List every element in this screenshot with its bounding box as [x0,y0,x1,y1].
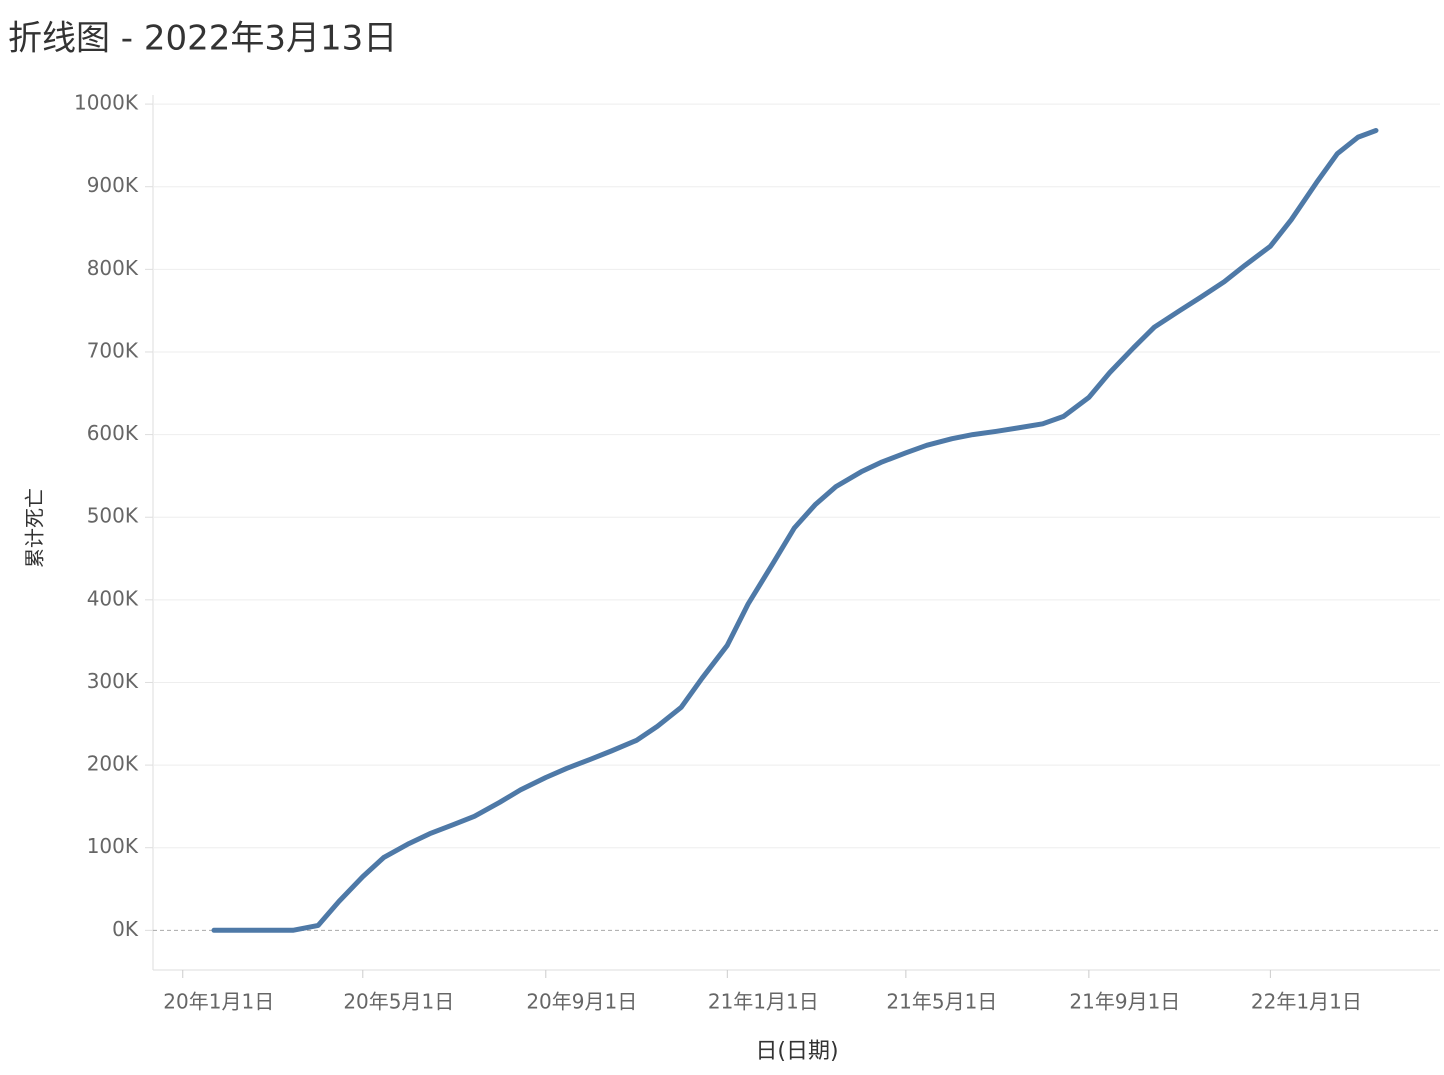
y-tick-label: 200K [87,752,139,776]
y-tick-label: 300K [87,669,139,693]
chart-title: 折线图 - 2022年3月13日 [8,19,397,59]
y-tick-label: 400K [87,586,139,610]
y-tick-label: 600K [87,421,139,445]
y-tick-label: 700K [87,338,139,362]
y-tick-label: 100K [87,834,139,858]
x-axis-label: 日(日期) [755,1039,838,1064]
x-tick-label: 20年9月1日 [526,990,637,1014]
y-tick-label: 1000K [74,91,139,115]
x-tick-label: 20年1月1日 [163,990,274,1014]
x-tick-label: 21年5月1日 [886,990,997,1014]
x-tick-label: 21年1月1日 [708,990,819,1014]
y-tick-label: 900K [87,173,139,197]
y-tick-label: 800K [87,256,139,280]
x-tick-label: 21年9月1日 [1069,990,1180,1014]
x-tick-label: 20年5月1日 [343,990,454,1014]
y-tick-label: 500K [87,504,139,528]
y-axis-label: 累计死亡 [23,488,47,568]
data-line [211,128,1379,933]
x-tick-label: 22年1月1日 [1251,990,1362,1014]
y-tick-label: 0K [112,917,139,941]
